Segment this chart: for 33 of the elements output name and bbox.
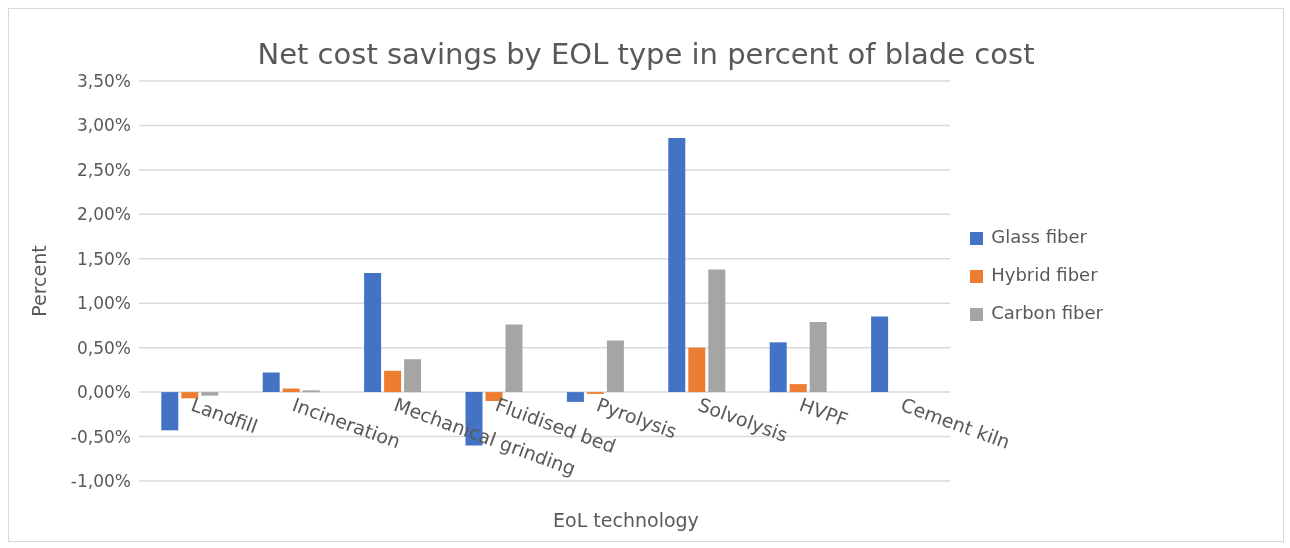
y-tick-label: 0,00% <box>76 382 131 403</box>
y-tick-label: 1,00% <box>76 293 131 314</box>
legend-label: Hybrid fiber <box>991 264 1098 285</box>
bar <box>769 342 787 393</box>
bar <box>404 359 422 393</box>
bar <box>809 321 827 393</box>
bar <box>384 370 402 393</box>
bar <box>789 384 807 393</box>
bar <box>262 372 280 393</box>
bar <box>708 269 726 393</box>
bar <box>364 273 382 393</box>
y-tick-label: 2,00% <box>76 204 131 225</box>
y-tick-label: -1,00% <box>70 471 131 492</box>
bar <box>688 347 706 393</box>
bar <box>201 392 219 396</box>
y-tick-label: -0,50% <box>70 426 131 447</box>
bar <box>181 392 199 399</box>
bar <box>505 324 523 393</box>
y-tick-label: 1,50% <box>76 248 131 269</box>
chart-title: Net cost savings by EOL type in percent of blade cost <box>256 37 1036 71</box>
bar <box>606 340 624 393</box>
y-tick-label: 2,50% <box>76 159 131 180</box>
bar <box>668 137 686 393</box>
y-tick-label: 0,50% <box>76 337 131 358</box>
legend-label: Carbon fiber <box>991 302 1103 323</box>
x-tick-label: HVPF <box>796 393 851 431</box>
y-tick-label: 3,50% <box>76 71 131 92</box>
y-axis-title: Percent <box>28 245 50 317</box>
legend-label: Glass fiber <box>991 226 1087 247</box>
bar <box>161 392 179 431</box>
y-tick-label: 3,00% <box>76 115 131 136</box>
bar <box>871 316 889 393</box>
x-axis-title: EoL technology <box>552 509 700 531</box>
